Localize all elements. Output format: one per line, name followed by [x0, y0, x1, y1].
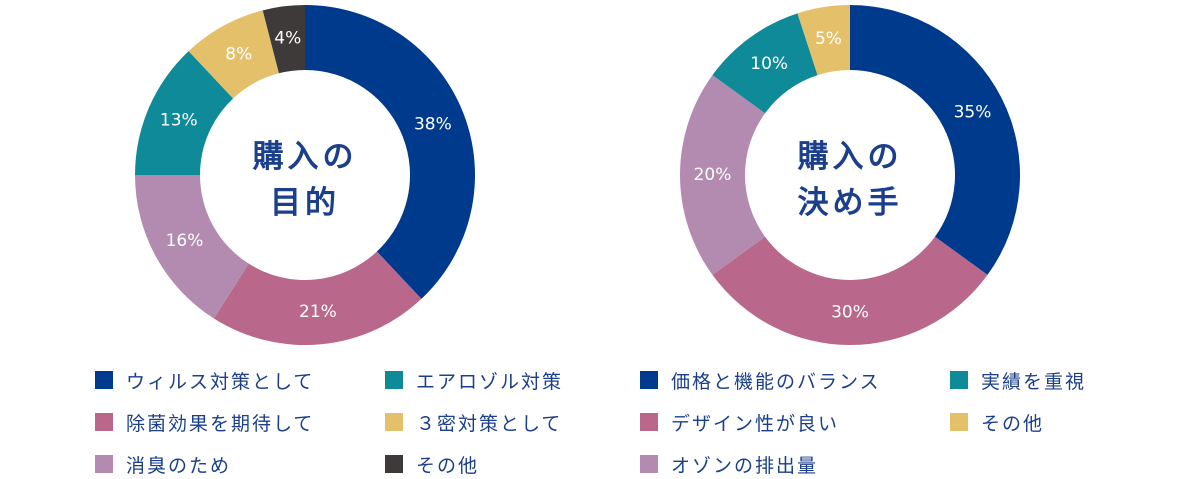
- deciding-factor-legend-item-2: オゾンの排出量: [640, 453, 819, 477]
- deciding-factor-legend-swatch-0: [640, 371, 658, 389]
- purpose-slice-label-1: 21%: [299, 302, 337, 322]
- deciding-factor-legend-swatch-1: [640, 413, 658, 431]
- deciding-factor-slice-label-3: 10%: [750, 54, 788, 74]
- deciding-factor-slice-0: [850, 5, 1020, 275]
- deciding-factor-legend-item-4: その他: [950, 411, 1045, 435]
- purpose-legend-swatch-4: [385, 413, 403, 431]
- purpose-legend-label-0: ウィルス対策として: [126, 370, 315, 393]
- purpose-legend-item-3: エアロゾル対策: [385, 369, 564, 393]
- deciding-factor-legend-swatch-3: [950, 371, 968, 389]
- legend-deciding-factor: 価格と機能のバランス デザイン性が良い オゾンの排出量 実績を重視その他: [640, 369, 1200, 479]
- purpose-legend-item-4: ３密対策として: [385, 411, 563, 435]
- deciding-factor-slice-1: [712, 236, 988, 345]
- deciding-factor-slice-label-1: 30%: [831, 303, 869, 323]
- purpose-legend-item-2: 消臭のため: [95, 453, 232, 477]
- purpose-slice-4: [188, 10, 279, 99]
- deciding-factor-legend-label-0: 価格と機能のバランス: [671, 370, 881, 393]
- purpose-legend-label-2: 消臭のため: [126, 454, 232, 477]
- purpose-slice-0: [305, 5, 475, 299]
- purpose-legend-swatch-0: [95, 371, 113, 389]
- deciding-factor-legend-label-3: 実績を重視: [981, 370, 1087, 393]
- deciding-factor-legend-item-1: デザイン性が良い: [640, 411, 840, 435]
- purpose-slice-label-4: 8%: [225, 45, 252, 65]
- purpose-slice-5: [262, 5, 305, 74]
- legend-purpose: ウィルス対策として 除菌効果を期待して 消臭のため エアロゾル対策 ３密対策として その他: [95, 369, 675, 479]
- deciding-factor-center-title-line-0: 購入の: [798, 139, 903, 175]
- donut-chart-deciding-factor: 35% 30% 20% 10% 5% 購入の決め手: [675, 0, 1025, 350]
- purpose-slice-1: [213, 251, 422, 345]
- deciding-factor-center-title-line-1: 決め手: [798, 185, 903, 221]
- deciding-factor-slice-2: [680, 75, 766, 275]
- deciding-factor-legend-item-3: 実績を重視: [950, 369, 1087, 393]
- deciding-factor-slice-label-4: 5%: [815, 29, 842, 49]
- purpose-legend-item-5: その他: [385, 453, 480, 477]
- deciding-factor-slice-4: [797, 5, 850, 76]
- purpose-center-title-line-1: 目的: [270, 185, 340, 221]
- purpose-legend-swatch-3: [385, 371, 403, 389]
- purpose-slice-label-2: 16%: [166, 231, 204, 251]
- purpose-slice-label-0: 38%: [414, 114, 452, 134]
- purpose-slice-label-3: 13%: [160, 110, 198, 130]
- purpose-slice-3: [135, 51, 234, 175]
- purpose-legend-label-4: ３密対策として: [416, 412, 563, 435]
- purpose-legend-swatch-2: [95, 455, 113, 473]
- purpose-legend-label-1: 除菌効果を期待して: [126, 412, 315, 435]
- purpose-legend-item-1: 除菌効果を期待して: [95, 411, 315, 435]
- purpose-legend-swatch-1: [95, 413, 113, 431]
- purpose-slice-label-5: 4%: [274, 29, 301, 49]
- purpose-legend-item-0: ウィルス対策として: [95, 369, 315, 393]
- purpose-legend-swatch-5: [385, 455, 403, 473]
- donut-chart-purpose: 38% 21% 16% 13% 8% 4% 購入の目的: [130, 0, 480, 350]
- purpose-legend-label-5: その他: [416, 454, 480, 477]
- deciding-factor-legend-label-4: その他: [981, 412, 1045, 435]
- purpose-legend-label-3: エアロゾル対策: [416, 370, 564, 393]
- purpose-center-title-line-0: 購入の: [253, 139, 358, 175]
- deciding-factor-legend-swatch-2: [640, 455, 658, 473]
- deciding-factor-legend-item-0: 価格と機能のバランス: [640, 369, 881, 393]
- deciding-factor-legend-swatch-4: [950, 413, 968, 431]
- deciding-factor-legend-label-2: オゾンの排出量: [671, 454, 819, 477]
- purpose-slice-2: [135, 175, 249, 319]
- deciding-factor-slice-label-2: 20%: [694, 165, 732, 185]
- deciding-factor-slice-3: [712, 13, 818, 114]
- deciding-factor-slice-label-0: 35%: [954, 103, 992, 123]
- deciding-factor-legend-label-1: デザイン性が良い: [671, 412, 840, 435]
